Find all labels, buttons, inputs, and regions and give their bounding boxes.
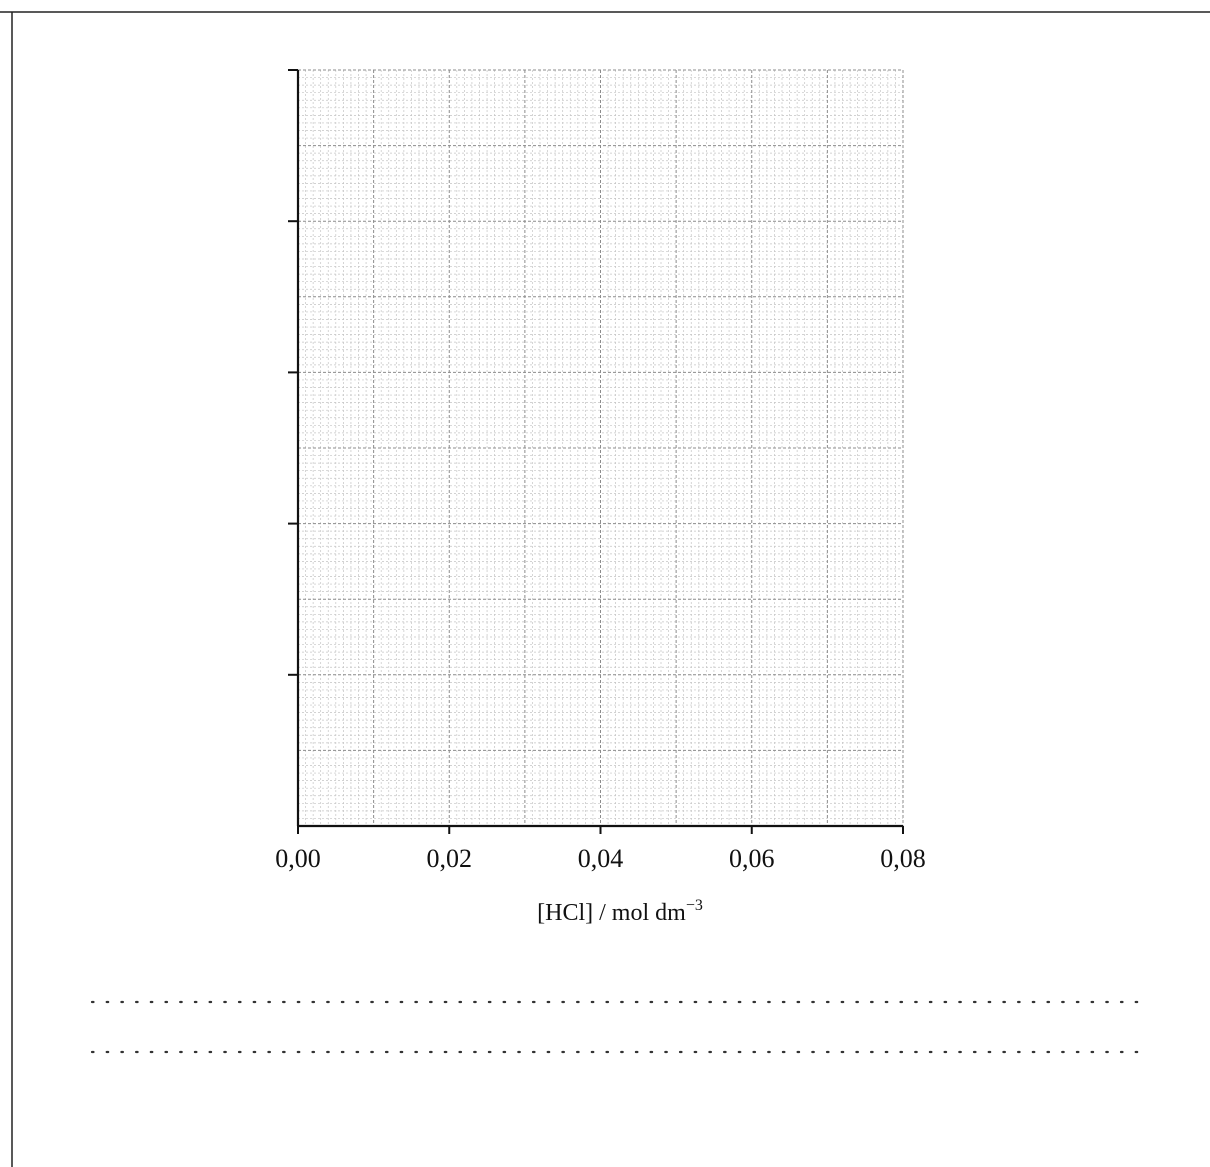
major-gridlines (297, 69, 904, 827)
x-axis-title: [HCl] / mol dm−3 (537, 897, 703, 926)
x-tick-label: 0,08 (880, 844, 926, 873)
x-axis-ticks (297, 826, 904, 834)
answer-lines (90, 1000, 1140, 1054)
x-tick-label: 0,02 (427, 844, 473, 873)
x-tick-label: 0,00 (275, 844, 321, 873)
x-tick-label: 0,06 (729, 844, 775, 873)
y-axis-ticks (288, 69, 298, 676)
x-axis-tick-labels: 0,00 0,02 0,04 0,06 0,08 (275, 844, 926, 873)
x-tick-label: 0,04 (578, 844, 624, 873)
minor-gridlines (298, 70, 903, 826)
